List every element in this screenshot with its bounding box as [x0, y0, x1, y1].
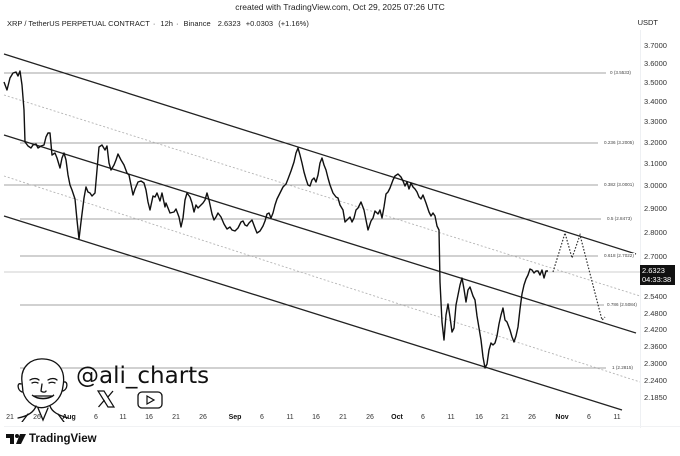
x-tick: 6 [94, 414, 98, 421]
y-tick: 3.0000 [644, 181, 667, 190]
avatar [17, 358, 69, 422]
y-tick: 3.3000 [644, 117, 667, 126]
x-tick: 21 [6, 414, 14, 421]
y-tick: 3.5000 [644, 78, 667, 87]
x-tick: 11 [119, 414, 127, 421]
tradingview-wordmark: TradingView [29, 433, 97, 445]
x-tick: 6 [587, 414, 591, 421]
price-change: +0.0303 [245, 19, 274, 28]
x-tick: 11 [286, 414, 294, 421]
price-line [3, 70, 548, 369]
y-tick: 2.7000 [644, 252, 667, 261]
y-tick: 3.7000 [644, 41, 667, 50]
price-chart[interactable] [0, 0, 640, 430]
fib-label-0618: 0.618 (2.7022) [603, 253, 635, 258]
time-axis-border [4, 426, 680, 427]
x-tick-month: Sep [228, 414, 242, 421]
x-logo-icon[interactable] [97, 390, 115, 408]
x-tick: 26 [199, 414, 207, 421]
y-tick: 3.6000 [644, 59, 667, 68]
fib-lines [4, 72, 640, 369]
x-tick: 11 [613, 414, 621, 421]
fib-label-1: 1 (2.2815) [611, 365, 634, 370]
exchange: Binance [183, 19, 211, 28]
current-price-tag: 2.6323 04:33:38 [640, 265, 675, 285]
y-tick: 2.5400 [644, 292, 667, 301]
bar-countdown: 04:33:38 [642, 275, 672, 284]
projection-path [552, 230, 606, 322]
x-tick: 6 [421, 414, 425, 421]
author-handle: @ali_charts [76, 363, 210, 389]
fib-label-0786: 0.786 (2.5084) [606, 302, 638, 307]
price-change-pct: (+1.16%) [278, 19, 309, 28]
y-tick: 2.4200 [644, 325, 667, 334]
y-tick: 3.2000 [644, 138, 667, 147]
x-tick: 11 [447, 414, 455, 421]
x-tick-month: Nov [555, 414, 569, 421]
currency-unit: USDT [637, 18, 658, 27]
y-tick: 2.4800 [644, 309, 667, 318]
current-price: 2.6323 [642, 266, 665, 275]
fib-label-05: 0.5 (2.8473) [606, 216, 633, 221]
x-tick-month: Aug [62, 414, 76, 421]
tradingview-logo-icon [6, 434, 26, 444]
x-tick: 26 [33, 414, 41, 421]
x-tick: 16 [145, 414, 153, 421]
y-tick: 3.4000 [644, 97, 667, 106]
y-tick: 2.1850 [644, 393, 667, 402]
y-tick: 2.2400 [644, 376, 667, 385]
y-tick: 2.8000 [644, 228, 667, 237]
channel-lines [3, 53, 637, 411]
y-tick: 2.3600 [644, 342, 667, 351]
fib-label-0236: 0.236 (3.2005) [603, 140, 635, 145]
x-tick: 26 [366, 414, 374, 421]
y-tick: 2.9000 [644, 204, 667, 213]
symbol-name: XRP / TetherUS PERPETUAL CONTRACT [7, 19, 150, 28]
channel-midlines [3, 94, 640, 383]
created-note: created with TradingView.com, Oct 29, 20… [235, 2, 445, 12]
youtube-icon[interactable] [137, 391, 163, 409]
x-tick: 6 [260, 414, 264, 421]
fib-label-0382: 0.382 (3.0001) [603, 182, 635, 187]
x-tick: 21 [339, 414, 347, 421]
x-tick-month: Oct [391, 414, 403, 421]
price-axis-separator [640, 30, 641, 428]
x-tick: 16 [475, 414, 483, 421]
tradingview-logo: TradingView [6, 433, 97, 445]
y-tick: 3.1000 [644, 159, 667, 168]
x-tick: 26 [528, 414, 536, 421]
fib-label-0: 0 (3.5533) [609, 70, 632, 75]
symbol-header: XRP / TetherUS PERPETUAL CONTRACT · 12h · … [7, 19, 309, 28]
y-tick: 2.3000 [644, 359, 667, 368]
x-tick: 21 [501, 414, 509, 421]
interval: 12h [160, 19, 173, 28]
x-tick: 21 [172, 414, 180, 421]
x-tick: 16 [312, 414, 320, 421]
last-price: 2.6323 [217, 19, 241, 28]
